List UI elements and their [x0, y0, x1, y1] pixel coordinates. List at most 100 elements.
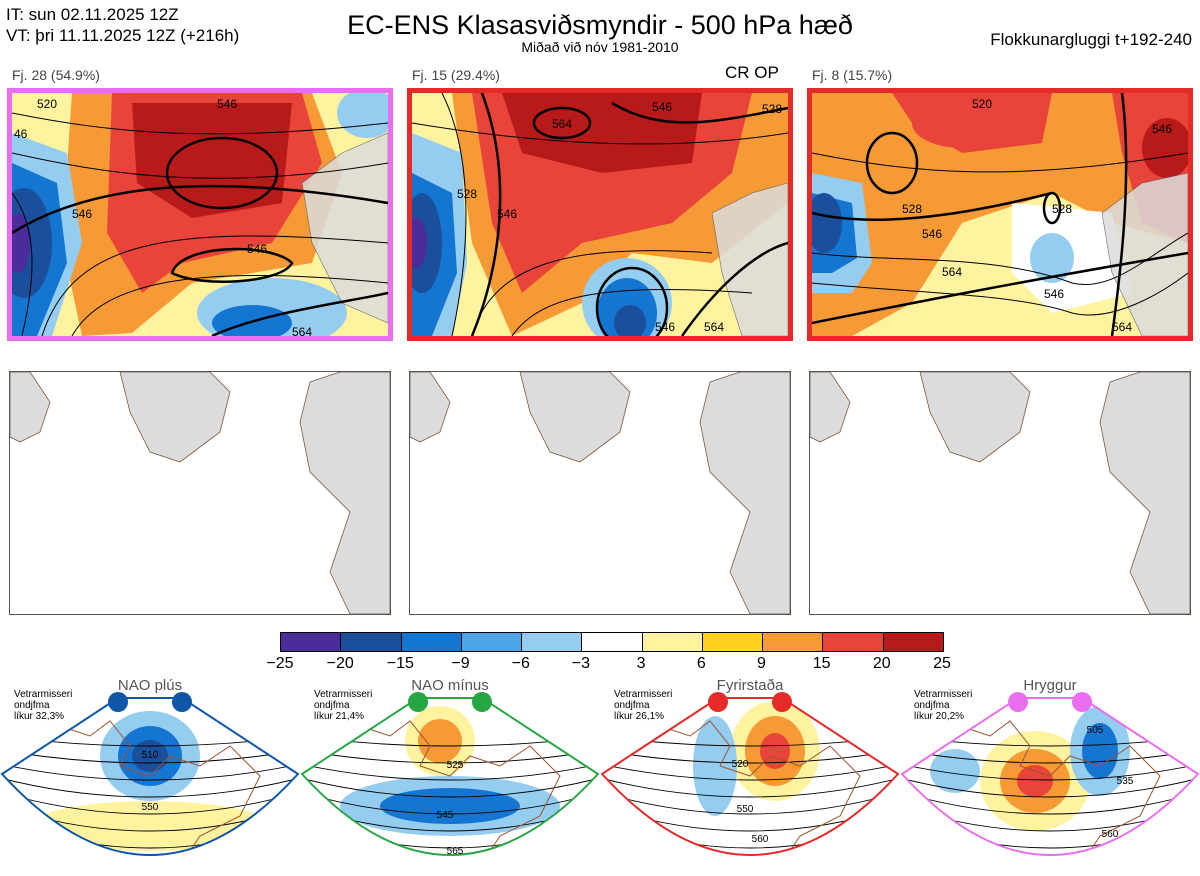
height-contour: [902, 777, 1198, 798]
colorbar-tick: 3: [636, 655, 646, 672]
contour-label: 546: [652, 100, 672, 114]
regime-dot: [1072, 692, 1092, 712]
height-contour: [302, 791, 598, 815]
colorbar-tick: −25: [266, 655, 294, 672]
regime-panel: 505 535 560: [900, 676, 1200, 871]
it-line: IT: sun 02.11.2025 12Z: [6, 5, 179, 24]
colorbar-tick: 6: [696, 655, 706, 672]
regime-contour-label: 565: [447, 846, 464, 857]
land-outline: [410, 372, 790, 614]
colorbar-tick: 25: [933, 655, 951, 672]
height-contour: [902, 791, 1198, 815]
vt-line: VT: þri 11.11.2025 12Z (+216h): [6, 26, 240, 45]
colorbar-cell: [341, 633, 402, 651]
colorbar-cell: [401, 633, 462, 651]
contour-label: 546: [655, 320, 675, 334]
regime-info: Vetrarmisseri ondjfma líkur 21,4%: [314, 689, 372, 722]
contour-label: 564: [704, 320, 724, 334]
colorbar-cell: [281, 633, 342, 651]
contour-label: 546: [217, 97, 237, 111]
regime-contour-label: 535: [1117, 776, 1134, 787]
regime-dot: [108, 692, 128, 712]
cluster-2-label: Fj. 15 (29.4%): [412, 67, 500, 83]
regime-fan-map: 520 550 560: [600, 692, 900, 856]
colorbar-tick: −15: [386, 655, 414, 672]
cluster-2-map: 564 546 528 546 546 564 528: [407, 88, 793, 341]
regime-title: Hryggur: [1023, 677, 1077, 694]
colorbar-cell: [883, 633, 943, 651]
anomaly-blob: [132, 740, 168, 772]
anomaly-blob: [760, 733, 790, 769]
colorbar-cell: [461, 633, 523, 651]
regime-fan-map: 510 550: [0, 692, 300, 856]
regime-dot: [1008, 692, 1028, 712]
secondary-map-2: [409, 371, 791, 615]
contour-label: 546: [1152, 122, 1172, 136]
anomaly-blob: [30, 801, 270, 851]
height-contour: [2, 749, 298, 764]
coastline: [659, 720, 861, 855]
land-outline: [810, 372, 1190, 614]
contour-label: 564: [292, 325, 312, 336]
height-contour: [902, 763, 1198, 781]
height-contour: [2, 791, 298, 815]
colorbar: [280, 632, 944, 652]
height-contour: [602, 763, 898, 781]
regime-dot: [172, 692, 192, 712]
colorbar-cell: [763, 633, 824, 651]
cluster-1-field: 520 546 546 546 564 46: [12, 93, 388, 336]
fan-outline: [600, 697, 900, 856]
regime-dot: [708, 692, 728, 712]
regime-contour-label: 545: [437, 810, 454, 821]
height-contour: [602, 791, 898, 815]
regime-contour-label: 520: [732, 759, 749, 770]
secondary-map-3: [809, 371, 1191, 615]
contour-label: 546: [247, 242, 267, 256]
contour-label: 564: [1112, 320, 1132, 334]
colorbar-cell: [823, 633, 884, 651]
regime-dot: [772, 692, 792, 712]
page-title: EC-ENS Klasasviðsmyndir - 500 hPa hæð: [347, 10, 853, 40]
contour-label: 528: [762, 102, 782, 116]
coastline: [359, 720, 561, 855]
cluster-2-flag: CR OP: [725, 63, 779, 82]
colorbar-tick: −20: [326, 655, 354, 672]
coastline: [959, 720, 1161, 855]
contour-label: 520: [972, 97, 992, 111]
contour-label: 528: [1052, 202, 1072, 216]
regime-info-line: líkur 26,1%: [614, 711, 665, 722]
regime-dot: [408, 692, 428, 712]
contour-label: 546: [1044, 287, 1064, 301]
height-contour: [2, 763, 298, 781]
regime-contour-label: 560: [1102, 829, 1119, 840]
regime-contour-label: 550: [737, 804, 754, 815]
contour-label: 46: [14, 127, 28, 141]
cluster-3-label: Fj. 8 (15.7%): [812, 67, 893, 83]
cluster-3-map: 520 546 528 528 546 564 546 564: [807, 88, 1193, 341]
anomaly-blob: [1017, 765, 1053, 797]
land-outline: [10, 372, 390, 614]
regime-info-line: ondjfma: [314, 700, 350, 711]
regime-contour-label: 525: [447, 760, 464, 771]
cluster-1-label: Fj. 28 (54.9%): [12, 67, 100, 83]
anomaly-blob: [693, 716, 737, 816]
secondary-map-1: [9, 371, 391, 615]
anomaly-blob: [930, 749, 980, 793]
height-contour: [302, 749, 598, 764]
cluster-1-map: 520 546 546 546 564 46: [7, 88, 393, 341]
regime-info-line: líkur 20,2%: [914, 711, 965, 722]
height-contour: [302, 763, 598, 781]
header-times: IT: sun 02.11.2025 12Z VT: þri 11.11.202…: [6, 4, 239, 46]
regime-panel: 520 550 560: [600, 676, 900, 871]
height-contour: [302, 777, 598, 798]
regime-panel: 525 545 565: [300, 676, 600, 871]
colorbar-tick: −6: [511, 655, 530, 672]
colorbar-cell: [702, 633, 764, 651]
contour-label: 546: [72, 207, 92, 221]
colorbar-tick: −3: [571, 655, 591, 672]
colorbar-tick: −9: [451, 655, 470, 672]
colorbar-cell: [582, 633, 643, 651]
contour-label: 528: [457, 187, 477, 201]
colorbar-tick: 9: [757, 655, 766, 672]
window-label: Flokkunargluggi t+192-240: [990, 30, 1192, 49]
